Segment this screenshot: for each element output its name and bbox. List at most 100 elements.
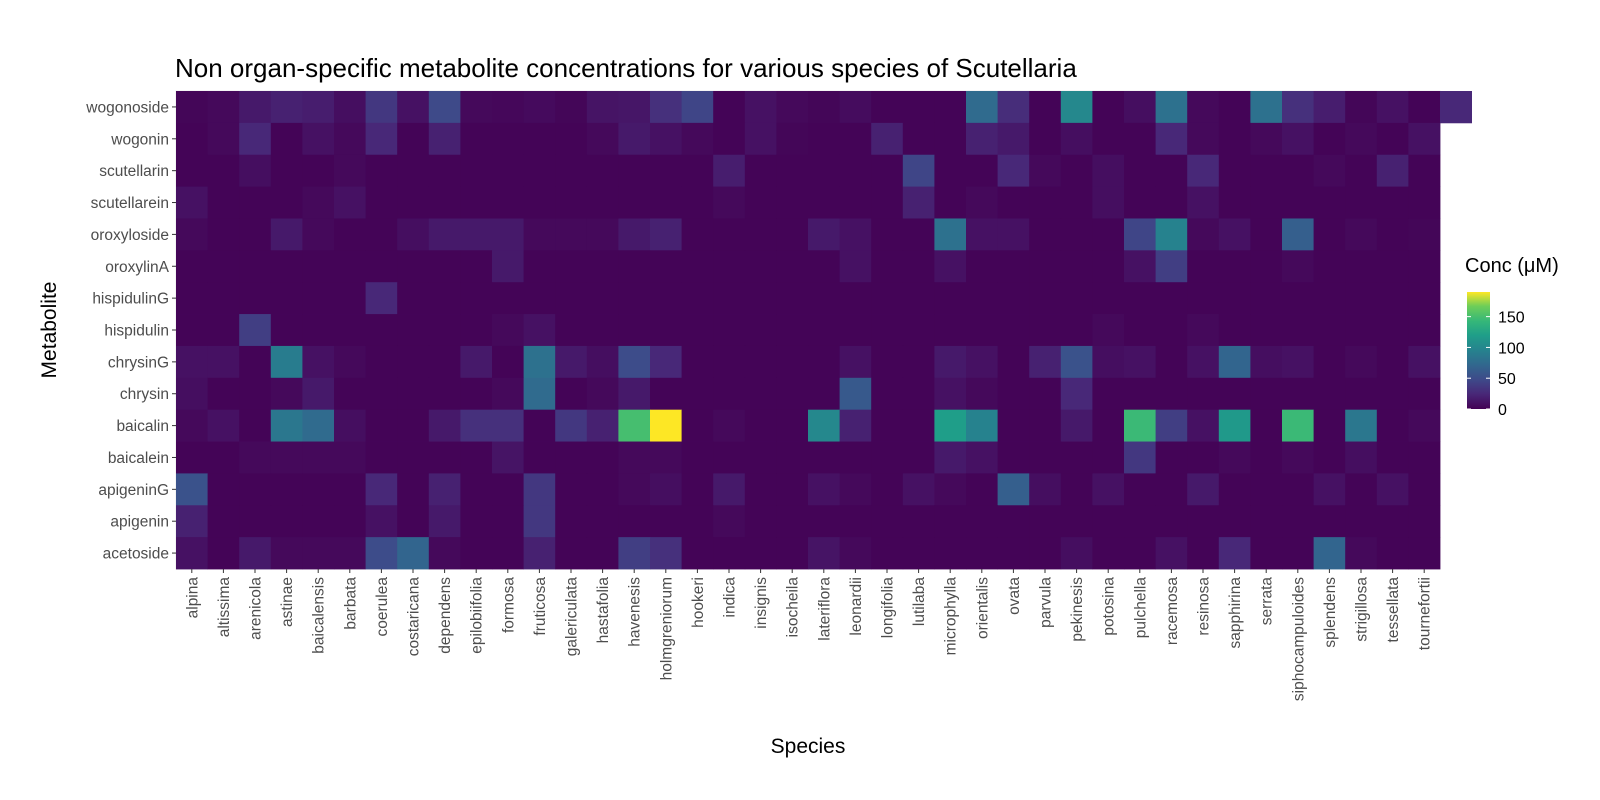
heatmap-cell	[555, 314, 588, 347]
heatmap-cell	[997, 154, 1030, 187]
heatmap-cell	[1029, 250, 1062, 283]
x-tick-label: costaricana	[406, 577, 423, 657]
heatmap-cell	[744, 282, 777, 315]
y-tick-label: chrysinG	[108, 354, 169, 371]
heatmap-cell	[871, 377, 904, 411]
heatmap-cell	[365, 314, 398, 347]
heatmap-cell	[776, 250, 809, 283]
heatmap-cell	[176, 409, 208, 442]
x-tick-label: siphocampuloides	[1290, 577, 1307, 701]
heatmap-cell	[839, 505, 872, 538]
heatmap-cell	[839, 377, 872, 411]
heatmap-cell	[460, 377, 493, 411]
heatmap-cell	[1282, 122, 1314, 156]
heatmap-cell	[302, 473, 335, 506]
heatmap-cell	[1282, 537, 1314, 570]
heatmap-cell	[302, 537, 335, 570]
x-tick-label: coerulea	[374, 577, 391, 637]
y-tick-label: oroxylinA	[105, 259, 169, 276]
heatmap-cell	[555, 122, 588, 156]
x-tick-label: longifolia	[880, 577, 897, 639]
heatmap-cell	[1282, 186, 1314, 219]
heatmap-cell	[302, 314, 335, 347]
heatmap-cell	[555, 505, 588, 538]
heatmap-cell	[460, 218, 493, 251]
heatmap-cell	[839, 409, 872, 442]
heatmap-cell	[176, 91, 208, 124]
x-tick-label: baicalensis	[311, 577, 328, 654]
heatmap-cell	[650, 218, 682, 251]
y-tick-label: chrysin	[120, 386, 169, 403]
heatmap-cell	[650, 282, 682, 315]
heatmap-cell	[839, 314, 872, 347]
heatmap-cell	[1124, 377, 1156, 411]
heatmap-cell	[902, 154, 935, 187]
y-tick-label: hispidulin	[104, 323, 169, 340]
heatmap-cell	[492, 186, 524, 219]
heatmap-cell	[1250, 218, 1283, 251]
heatmap-cell	[1345, 345, 1378, 379]
heatmap-cell	[618, 345, 651, 379]
heatmap-cell	[997, 409, 1030, 442]
heatmap-cell	[966, 218, 998, 251]
heatmap-cell	[618, 186, 651, 219]
heatmap-cell	[713, 537, 746, 570]
heatmap-cell	[176, 218, 208, 251]
heatmap-cell	[966, 505, 998, 538]
heatmap-cell	[618, 473, 651, 506]
heatmap-cell	[871, 314, 904, 347]
heatmap-cell	[681, 505, 714, 538]
heatmap-cell	[239, 186, 272, 219]
heatmap-cell	[681, 250, 714, 283]
heatmap-cell	[681, 122, 714, 156]
heatmap-cell	[1155, 473, 1188, 506]
heatmap-cell	[270, 537, 303, 570]
heatmap-cell	[839, 186, 872, 219]
heatmap-cell	[207, 345, 240, 379]
heatmap-cell	[1313, 473, 1346, 506]
heatmap-cell	[1408, 345, 1441, 379]
heatmap-cell	[1187, 282, 1220, 315]
heatmap-cell	[397, 250, 430, 283]
heatmap-cell	[713, 91, 746, 124]
heatmap-cell	[934, 218, 967, 251]
heatmap-cell	[1092, 345, 1125, 379]
x-tick-label: astinae	[279, 577, 296, 627]
heatmap-cell	[1282, 91, 1314, 124]
heatmap-cell	[207, 473, 240, 506]
legend-tick-label: 50	[1498, 371, 1516, 388]
heatmap-cell	[618, 282, 651, 315]
heatmap-cell	[365, 409, 398, 442]
heatmap-cell	[1029, 154, 1062, 187]
heatmap-cells	[176, 91, 1472, 570]
heatmap-cell	[397, 314, 430, 347]
heatmap-cell	[523, 345, 556, 379]
heatmap-cell	[428, 441, 461, 474]
heatmap-cell	[1345, 473, 1378, 506]
heatmap-cell	[776, 505, 809, 538]
heatmap-cell	[1060, 91, 1093, 124]
heatmap-cell	[586, 537, 619, 570]
heatmap-cell	[934, 314, 967, 347]
heatmap-cell	[1282, 505, 1314, 538]
heatmap-cell	[239, 122, 272, 156]
heatmap-cell	[270, 505, 303, 538]
heatmap-cell	[492, 314, 524, 347]
heatmap-cell	[1250, 441, 1283, 474]
heatmap-cell	[176, 377, 208, 411]
heatmap-cell	[460, 122, 493, 156]
heatmap-cell	[207, 91, 240, 124]
heatmap-cell	[397, 154, 430, 187]
heatmap-cell	[650, 409, 682, 442]
heatmap-cell	[808, 314, 840, 347]
heatmap-cell	[1060, 441, 1093, 474]
x-tick-label: barbata	[342, 577, 359, 630]
heatmap-cell	[1376, 122, 1409, 156]
heatmap-cell	[1440, 91, 1472, 124]
heatmap-cell	[397, 122, 430, 156]
heatmap-cell	[1187, 409, 1220, 442]
heatmap-cell	[365, 473, 398, 506]
heatmap-cell	[966, 250, 998, 283]
heatmap-cell	[460, 282, 493, 315]
heatmap-cell	[270, 122, 303, 156]
